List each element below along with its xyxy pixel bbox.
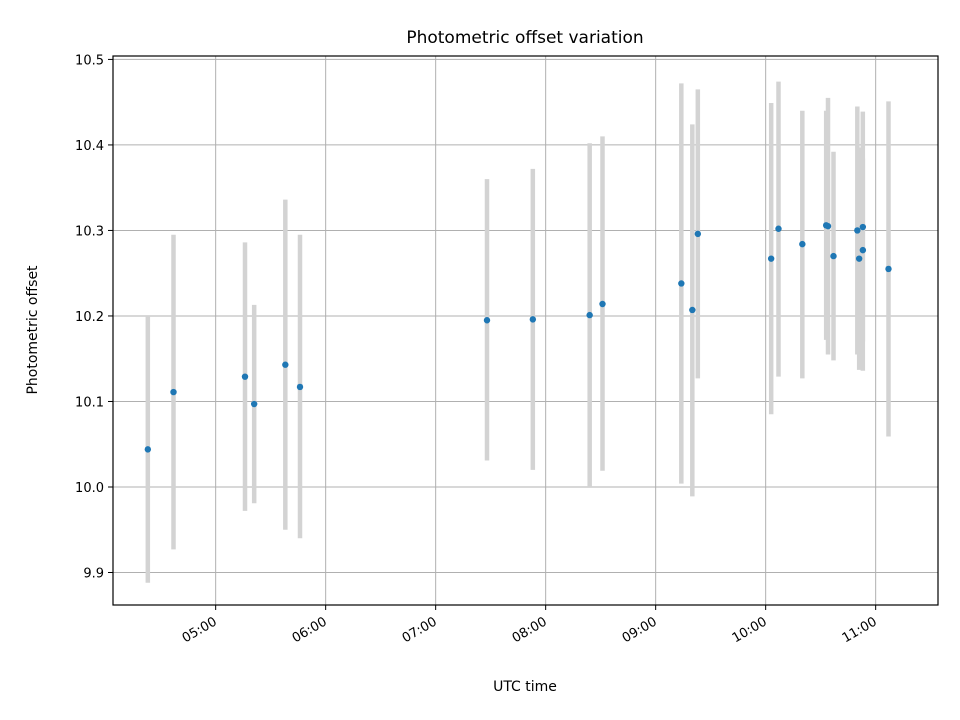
y-tick-label: 10.0	[75, 481, 104, 496]
x-tick-label: 06:00	[290, 614, 330, 646]
y-tick-label: 10.1	[75, 395, 104, 410]
data-point	[250, 400, 258, 408]
data-point	[483, 317, 491, 324]
y-tick-label: 9.9	[83, 567, 104, 582]
data-point	[678, 280, 685, 287]
x-tick-label: 05:00	[180, 614, 220, 646]
data-point	[241, 373, 249, 380]
data-point	[599, 300, 606, 308]
data-point	[694, 230, 702, 238]
data-point	[170, 388, 177, 396]
x-tick-label: 11:00	[840, 614, 880, 646]
chart-title: Photometric offset variation	[406, 28, 643, 48]
data-point	[824, 222, 832, 230]
data-point	[859, 223, 867, 231]
x-tick-label: 09:00	[620, 614, 660, 646]
data-point	[529, 316, 537, 323]
y-tick-label: 10.4	[75, 139, 104, 154]
data-point	[775, 225, 782, 232]
x-axis-label: UTC time	[493, 679, 557, 695]
data-point	[767, 255, 775, 262]
data-point	[830, 252, 837, 260]
data-point	[282, 361, 289, 368]
data-points	[144, 222, 892, 453]
plot-area-frame	[112, 55, 939, 606]
y-tick-label: 10.5	[75, 53, 104, 68]
y-tick-label: 10.3	[75, 224, 104, 239]
data-point	[799, 240, 806, 248]
y-tick-label: 10.2	[75, 310, 104, 325]
axis-ticks: 05:00 06:00 07:00 08:00 09:00 10:00 11:00 9.9 10…	[75, 53, 880, 646]
data-point	[689, 306, 696, 314]
x-tick-label: 07:00	[400, 614, 440, 646]
y-axis-label: Photometric offset	[25, 265, 41, 395]
data-point	[296, 383, 304, 391]
data-point	[586, 311, 593, 319]
data-point	[854, 227, 861, 234]
grid-lines	[113, 56, 938, 605]
data-point	[885, 265, 892, 273]
x-tick-label: 08:00	[510, 614, 550, 646]
error-bars	[145, 81, 891, 583]
data-point	[859, 246, 867, 254]
data-point	[144, 446, 152, 453]
data-point	[855, 255, 863, 262]
x-tick-label: 10:00	[730, 614, 770, 646]
